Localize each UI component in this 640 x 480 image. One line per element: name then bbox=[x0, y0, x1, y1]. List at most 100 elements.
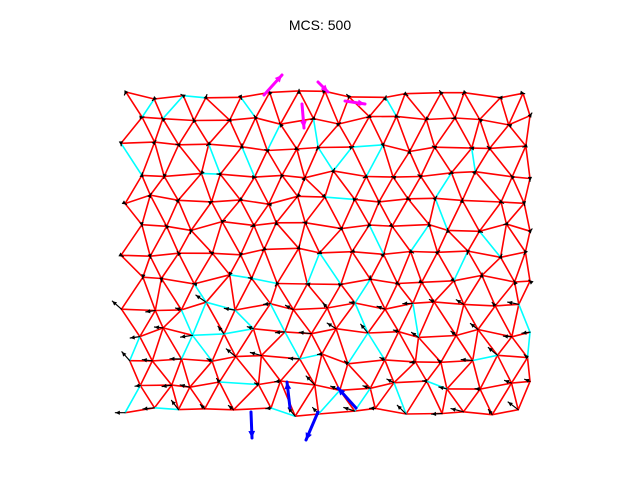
small-arrow-head bbox=[498, 254, 503, 260]
red-edge bbox=[332, 170, 356, 201]
red-edge bbox=[526, 356, 531, 383]
red-edge bbox=[383, 359, 417, 363]
red-edge bbox=[414, 336, 420, 363]
small-arrow-head bbox=[422, 378, 428, 384]
small-arrow-head bbox=[343, 406, 349, 411]
red-edge bbox=[312, 90, 326, 120]
red-edge bbox=[404, 91, 442, 95]
small-arrow-head bbox=[450, 331, 456, 336]
red-edge bbox=[467, 250, 502, 259]
small-arrow-head bbox=[394, 280, 400, 285]
cyan-edge bbox=[266, 123, 282, 152]
small-arrow-head bbox=[175, 198, 180, 204]
small-arrow-head bbox=[432, 145, 438, 150]
small-arrow-head bbox=[237, 94, 242, 100]
red-edge bbox=[210, 199, 242, 203]
red-edge bbox=[462, 274, 483, 306]
red-edge bbox=[321, 353, 349, 365]
red-edge bbox=[408, 150, 422, 178]
cyan-edge bbox=[317, 389, 341, 415]
small-arrow-head bbox=[450, 277, 455, 282]
red-edge bbox=[383, 359, 395, 384]
red-edge bbox=[139, 335, 154, 362]
cyan-edge bbox=[240, 96, 257, 119]
small-arrow-head bbox=[524, 378, 530, 383]
red-edge bbox=[296, 177, 306, 198]
small-arrow-head bbox=[498, 199, 504, 204]
small-arrow-head bbox=[459, 198, 464, 204]
red-edge bbox=[153, 384, 173, 409]
red-edge bbox=[297, 247, 309, 285]
red-edge bbox=[494, 303, 520, 307]
red-edge bbox=[303, 170, 335, 179]
red-edge bbox=[219, 173, 256, 178]
red-edge bbox=[479, 354, 499, 390]
red-edge bbox=[298, 90, 315, 120]
cyan-edge bbox=[412, 302, 420, 339]
small-arrow-head bbox=[360, 324, 366, 330]
red-edge bbox=[477, 328, 499, 357]
small-arrow-head bbox=[479, 273, 484, 278]
red-edge bbox=[425, 91, 442, 121]
small-arrow-head bbox=[200, 169, 205, 175]
small-arrow-head bbox=[402, 301, 408, 306]
red-edge bbox=[454, 117, 473, 149]
red-edge bbox=[250, 248, 265, 280]
small-arrow-head bbox=[427, 222, 432, 228]
red-edge bbox=[463, 91, 481, 121]
red-edge bbox=[407, 175, 422, 200]
red-edge bbox=[433, 117, 456, 148]
red-edge bbox=[455, 334, 474, 362]
red-edge bbox=[478, 96, 502, 121]
red-edge bbox=[348, 96, 387, 99]
red-edge bbox=[268, 91, 282, 125]
small-arrow-head bbox=[252, 174, 257, 180]
red-edge bbox=[462, 410, 494, 416]
red-edge bbox=[369, 381, 395, 390]
red-edge bbox=[317, 410, 356, 415]
red-edge bbox=[177, 143, 210, 146]
red-edge bbox=[378, 201, 393, 227]
small-arrow-head bbox=[527, 112, 532, 118]
small-arrow-head bbox=[424, 116, 430, 121]
small-arrow-head bbox=[142, 406, 148, 411]
red-edge bbox=[254, 117, 282, 125]
red-edge bbox=[481, 274, 497, 307]
red-edge bbox=[281, 174, 306, 179]
red-edge bbox=[162, 309, 183, 329]
red-edge bbox=[120, 276, 144, 311]
magenta-arrow-head bbox=[357, 99, 365, 107]
red-edge bbox=[162, 327, 183, 360]
red-edge bbox=[154, 309, 183, 312]
small-arrow-head bbox=[218, 326, 223, 332]
red-edge bbox=[368, 201, 380, 226]
small-arrow-head bbox=[220, 219, 226, 224]
cyan-edge bbox=[434, 172, 453, 200]
red-edge bbox=[417, 336, 442, 364]
small-arrow-head bbox=[207, 358, 212, 363]
small-arrow-head bbox=[524, 354, 529, 360]
small-arrow-head bbox=[147, 253, 152, 259]
small-arrow-head bbox=[418, 279, 424, 284]
red-edge bbox=[425, 380, 443, 415]
red-edge bbox=[455, 328, 479, 337]
red-edge bbox=[463, 91, 502, 99]
small-arrow-head bbox=[524, 249, 529, 255]
red-edge bbox=[524, 230, 531, 253]
cyan-edges bbox=[120, 94, 531, 418]
red-edges bbox=[120, 90, 531, 418]
small-arrow-head bbox=[478, 118, 484, 123]
red-edge bbox=[295, 148, 306, 179]
red-edge bbox=[149, 194, 168, 228]
cyan-edge bbox=[367, 332, 386, 361]
red-edge bbox=[193, 252, 214, 285]
red-edge bbox=[450, 172, 464, 202]
small-arrow-head bbox=[439, 90, 444, 96]
red-edge bbox=[218, 355, 237, 383]
red-edge bbox=[517, 380, 531, 411]
red-edge bbox=[254, 117, 269, 152]
red-edge bbox=[267, 195, 299, 205]
small-arrow-head bbox=[275, 281, 280, 286]
red-edge bbox=[513, 281, 520, 306]
red-edge bbox=[462, 303, 497, 307]
